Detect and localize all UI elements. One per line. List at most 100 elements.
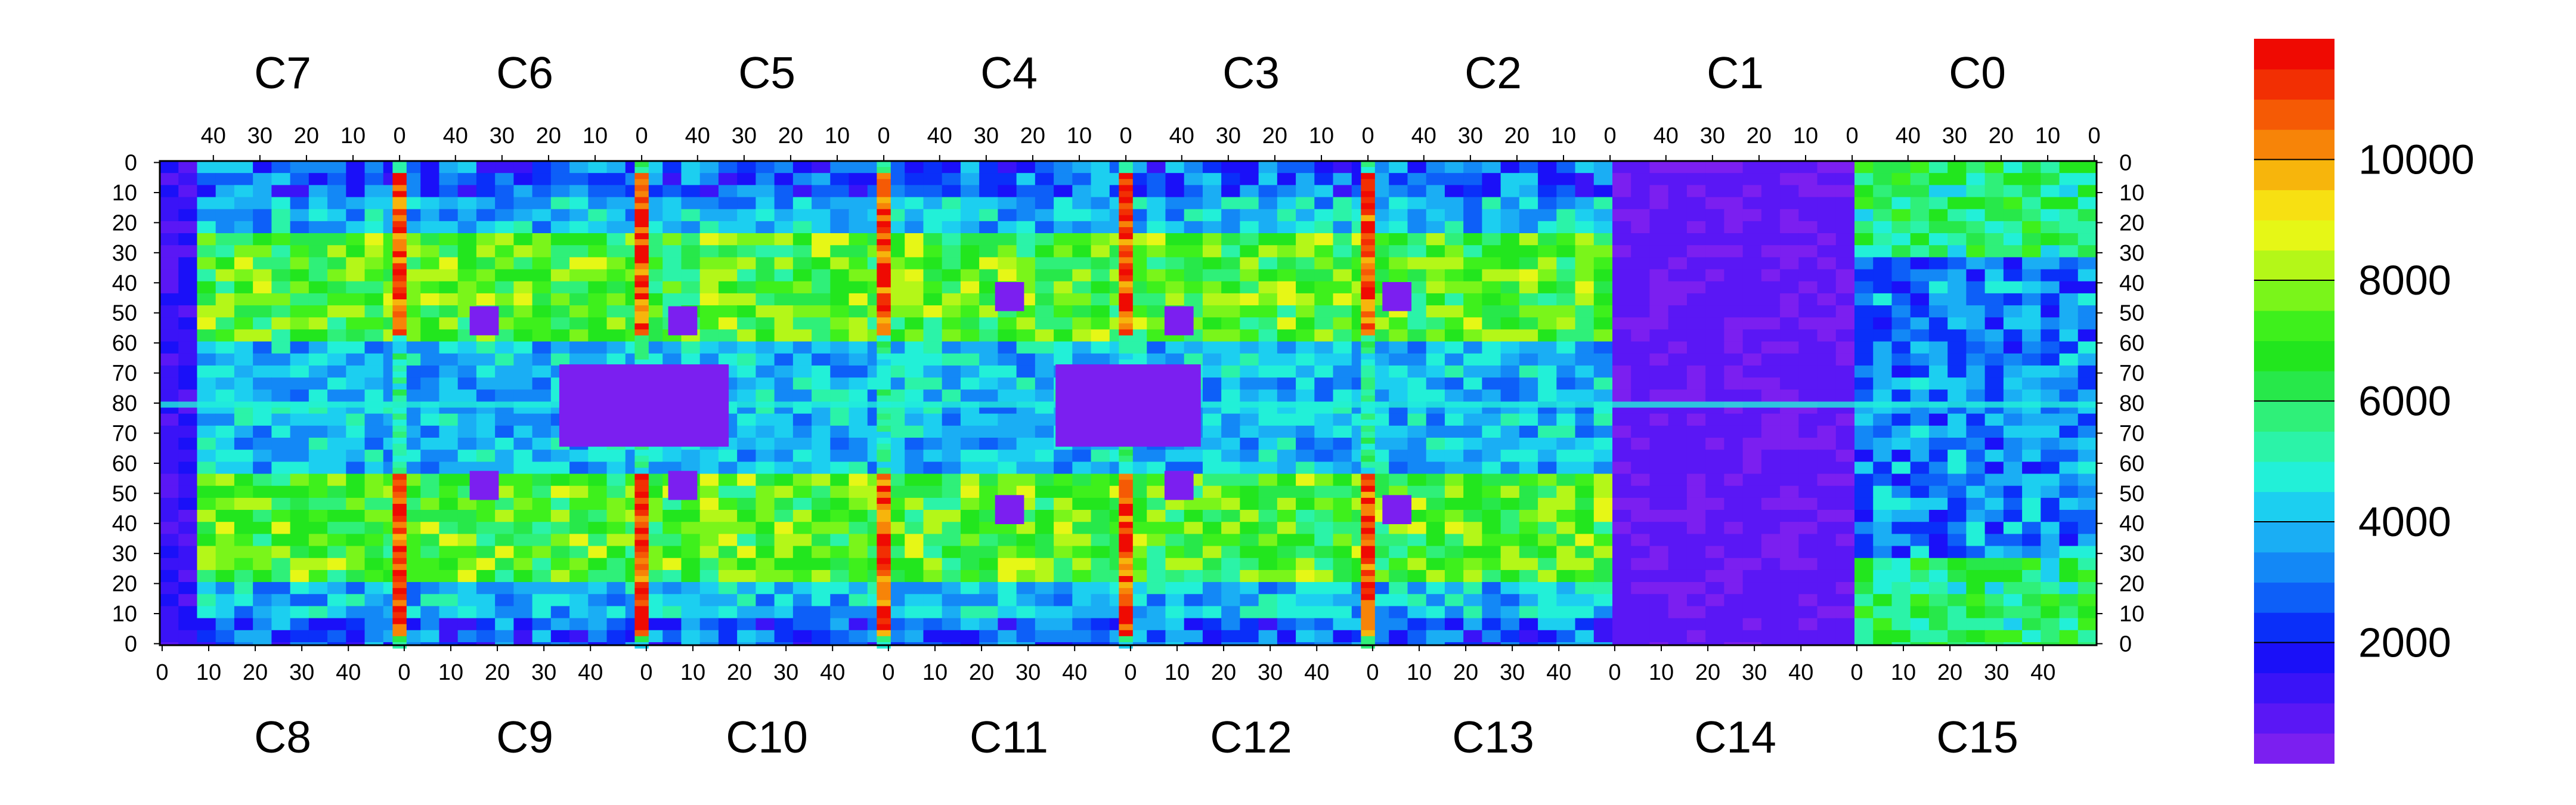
heatmap-cell [1370, 522, 1389, 534]
heatmap-cell [495, 594, 514, 607]
heatmap-cell [923, 473, 943, 487]
heatmap-cell [1631, 221, 1651, 234]
heatmap-cell [290, 221, 309, 234]
hot-column-cell [1361, 456, 1375, 462]
heatmap-cell [1928, 438, 1948, 450]
hot-column-cell [392, 473, 407, 481]
heatmap-cell [1761, 257, 1781, 270]
heatmap-cell [327, 594, 346, 607]
heatmap-cell [197, 473, 216, 487]
heatmap-cell [1538, 317, 1557, 330]
heatmap-cell [1780, 173, 1799, 185]
heatmap-cell [234, 569, 253, 583]
heatmap-cell [1593, 233, 1613, 246]
heatmap-cell [1742, 438, 1762, 450]
heatmap-cell [1798, 293, 1818, 306]
heatmap-cell [476, 497, 496, 510]
heatmap-cell [1761, 497, 1781, 510]
heatmap-cell [756, 497, 775, 510]
heatmap-cell [1984, 197, 2004, 210]
hot-column-cell [1119, 528, 1133, 534]
heatmap-cell [1631, 510, 1651, 522]
heatmap-cell [792, 462, 812, 475]
heatmap-cell [1724, 594, 1744, 607]
heatmap-cell [1202, 642, 1222, 646]
heatmap-cell [1407, 257, 1427, 270]
heatmap-cell [1072, 642, 1092, 646]
heatmap-cell [1631, 582, 1651, 595]
heatmap-cell [1463, 353, 1482, 366]
heatmap-cell [569, 173, 589, 185]
heatmap-cell [420, 558, 440, 571]
heatmap-cell [1500, 221, 1520, 234]
heatmap-cell [942, 281, 961, 294]
heatmap-cell [1500, 281, 1520, 294]
heatmap-cell [1649, 389, 1669, 402]
hot-column-cell [877, 197, 891, 204]
heatmap-cell [905, 329, 924, 342]
heatmap-cell [1612, 197, 1631, 210]
heatmap-cell [1538, 425, 1557, 438]
heatmap-cell [1612, 293, 1631, 306]
heatmap-cell [1054, 317, 1073, 330]
heatmap-cell [569, 558, 589, 571]
heatmap-cell [905, 462, 924, 475]
heatmap-cell [905, 594, 924, 607]
hot-column-cell [877, 576, 891, 583]
heatmap-cell [1854, 353, 1874, 366]
bottom-x-tick-label: 30 [1258, 660, 1283, 685]
heatmap-cell [1221, 185, 1240, 198]
heatmap-cell [2059, 582, 2079, 595]
hot-column-cell [1361, 287, 1375, 294]
heatmap-cell [718, 594, 738, 607]
heatmap-cell [942, 389, 961, 402]
heatmap-cell [1798, 353, 1818, 366]
heatmap-cell [942, 185, 961, 198]
heatmap-cell [178, 413, 198, 426]
heatmap-cell [774, 305, 794, 318]
heatmap-cell [1258, 450, 1278, 462]
heatmap-cell [1891, 233, 1911, 246]
heatmap-cell [1147, 485, 1166, 499]
heatmap-cell [1612, 269, 1631, 282]
heatmap-cell [737, 546, 756, 559]
heatmap-cell [774, 317, 794, 330]
heatmap-cell [1482, 173, 1501, 185]
heatmap-cell [2003, 389, 2023, 402]
heatmap-cell [1798, 450, 1818, 462]
heatmap-cell [1910, 185, 1930, 198]
heatmap-cell [1761, 173, 1781, 185]
heatmap-cell [1184, 257, 1203, 270]
hot-column-cell [634, 359, 649, 366]
hot-column-cell [1119, 576, 1133, 583]
heatmap-cell [942, 269, 961, 282]
heatmap-cell [1035, 233, 1054, 246]
heatmap-cell [2077, 534, 2097, 547]
low-occupancy-patch [668, 470, 698, 500]
chip-label-bottom-7: C15 [1936, 712, 2018, 762]
heatmap-cell [1463, 438, 1482, 450]
heatmap-cell [1835, 293, 1855, 306]
heatmap-cell [812, 341, 831, 354]
heatmap-cell [886, 173, 905, 185]
heatmap-cell [1072, 546, 1092, 559]
heatmap-cell [215, 269, 235, 282]
heatmap-cell [178, 642, 198, 646]
heatmap-cell [1482, 221, 1501, 234]
heatmap-cell [960, 606, 980, 619]
heatmap-cell [830, 305, 850, 318]
heatmap-cell [513, 209, 533, 222]
heatmap-cell [923, 485, 943, 499]
hot-column-cell [1361, 467, 1375, 475]
hot-column-cell [634, 606, 649, 613]
heatmap-cell [234, 353, 253, 366]
heatmap-cell [197, 630, 216, 643]
heatmap-cell [1835, 618, 1855, 631]
heatmap-cell [1780, 569, 1799, 583]
heatmap-cell [644, 497, 663, 510]
heatmap-cell [1556, 413, 1576, 426]
heatmap-cell [290, 582, 309, 595]
heatmap-cell [1296, 630, 1315, 643]
heatmap-cell [756, 269, 775, 282]
heatmap-cell [1817, 630, 1837, 643]
